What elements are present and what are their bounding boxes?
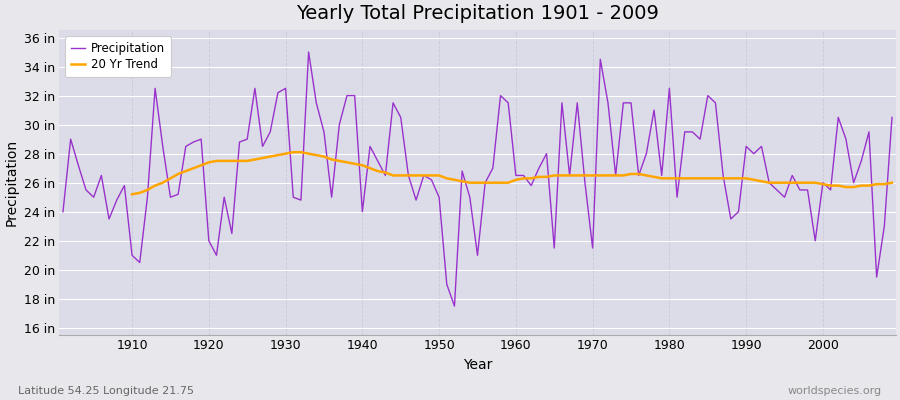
- 20 Yr Trend: [310, 153, 321, 158]
- Precipitation: [58, 209, 68, 214]
- 20 Yr Trend: [288, 150, 299, 155]
- Y-axis label: Precipitation: Precipitation: [4, 139, 18, 226]
- Precipitation: [449, 304, 460, 308]
- Line: 20 Yr Trend: 20 Yr Trend: [132, 152, 892, 194]
- Precipitation: [288, 195, 299, 200]
- 20 Yr Trend: [526, 176, 536, 181]
- Precipitation: [342, 93, 353, 98]
- Precipitation: [119, 183, 130, 188]
- Precipitation: [618, 100, 629, 105]
- Line: Precipitation: Precipitation: [63, 52, 892, 306]
- 20 Yr Trend: [832, 183, 843, 188]
- X-axis label: Year: Year: [463, 358, 492, 372]
- Precipitation: [518, 173, 529, 178]
- Precipitation: [886, 115, 897, 120]
- 20 Yr Trend: [886, 180, 897, 185]
- Text: Latitude 54.25 Longitude 21.75: Latitude 54.25 Longitude 21.75: [18, 386, 194, 396]
- Precipitation: [303, 50, 314, 54]
- Legend: Precipitation, 20 Yr Trend: Precipitation, 20 Yr Trend: [65, 36, 171, 77]
- 20 Yr Trend: [273, 153, 284, 158]
- 20 Yr Trend: [127, 192, 138, 197]
- 20 Yr Trend: [856, 183, 867, 188]
- Text: worldspecies.org: worldspecies.org: [788, 386, 882, 396]
- Precipitation: [526, 183, 536, 188]
- 20 Yr Trend: [587, 173, 598, 178]
- Title: Yearly Total Precipitation 1901 - 2009: Yearly Total Precipitation 1901 - 2009: [296, 4, 659, 23]
